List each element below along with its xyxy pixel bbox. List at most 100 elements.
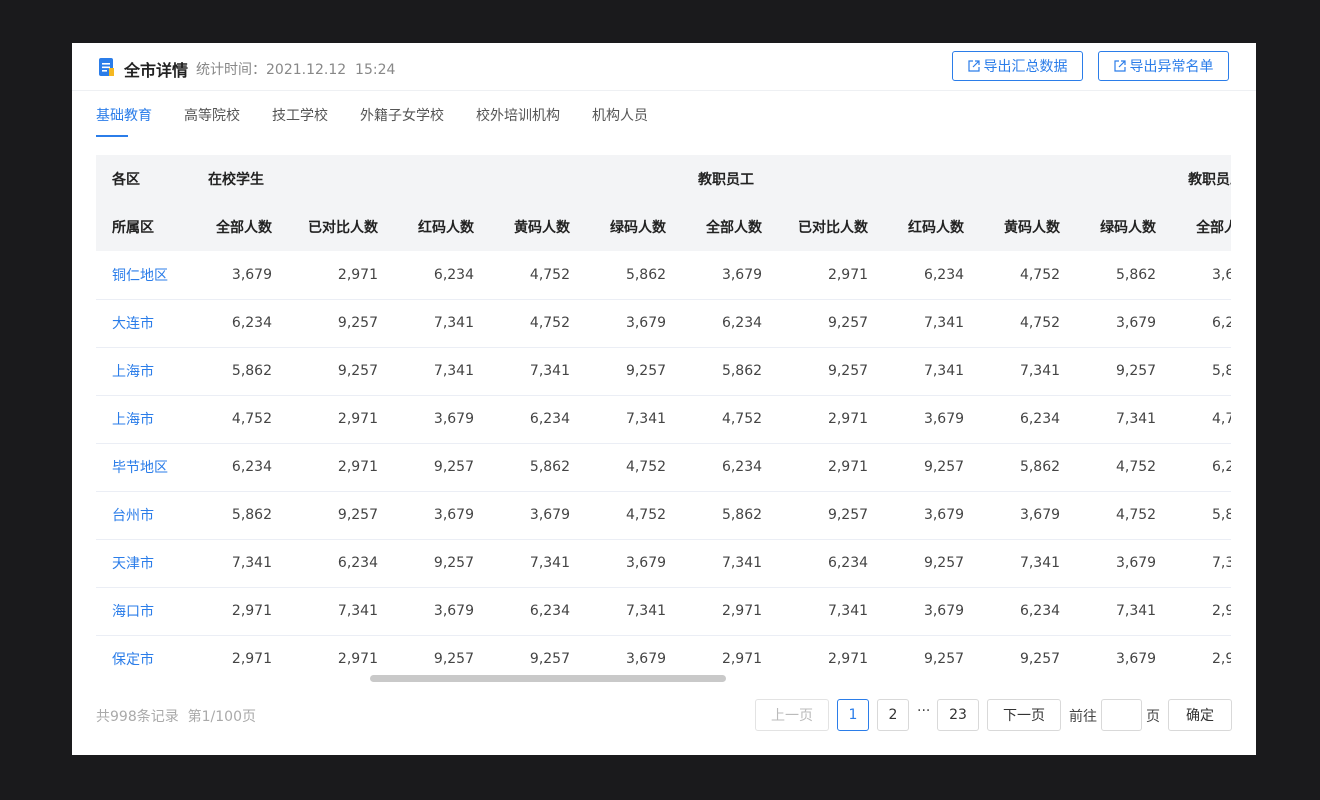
cell-value: 7,341 (288, 587, 394, 636)
cell-value: 3,679 (682, 251, 779, 300)
group-header-row: 各区在校学生教职员工教职员工 (96, 155, 1231, 203)
column-header: 红码人数 (884, 203, 981, 251)
table-body: 铜仁地区 3,679 2,971 6,234 4,752 5,862 3,679 2,971 6… (96, 251, 1231, 683)
cell-value: 7,341 (490, 539, 586, 588)
region-link[interactable]: 铜仁地区 (96, 251, 192, 300)
cell-value: 6,234 (1172, 443, 1231, 492)
cell-value: 3,679 (490, 491, 586, 540)
confirm-button[interactable]: 确定 (1168, 699, 1232, 731)
tab[interactable]: 基础教育 (96, 105, 152, 137)
cell-value: 4,752 (980, 299, 1077, 348)
detail-card: 全市详情 统计时间：2021.12.12 15:24 导出汇总数据 导出异常名单… (72, 43, 1256, 755)
cell-value: 3,679 (394, 491, 490, 540)
cell-value: 9,257 (778, 299, 885, 348)
cell-value: 9,257 (980, 635, 1077, 683)
region-link[interactable]: 台州市 (96, 491, 192, 540)
divider (72, 90, 1256, 91)
cell-value: 5,862 (1172, 347, 1231, 396)
data-table: 各区在校学生教职员工教职员工所属区全部人数已对比人数红码人数黄码人数绿码人数全部… (96, 155, 1231, 683)
table-row: 上海市 5,862 9,257 7,341 7,341 9,257 5,862 9,257 7,… (96, 347, 1231, 396)
cell-value: 6,234 (1172, 299, 1231, 348)
cell-value: 7,341 (192, 539, 288, 588)
next-page-button[interactable]: 下一页 (987, 699, 1061, 731)
cell-value: 6,234 (682, 299, 779, 348)
column-header: 全部人数 (1172, 203, 1231, 251)
cell-value: 3,679 (884, 587, 981, 636)
export-icon (967, 60, 980, 72)
cell-value: 4,752 (1076, 443, 1173, 492)
record-count: 共998条记录 (96, 709, 179, 725)
cell-value: 2,971 (682, 587, 779, 636)
cell-value: 7,341 (884, 299, 981, 348)
tab[interactable]: 外籍子女学校 (360, 108, 444, 124)
table-row: 台州市 5,862 9,257 3,679 3,679 4,752 5,862 9,257 3,… (96, 491, 1231, 540)
cell-value: 5,862 (586, 251, 683, 300)
cell-value: 2,971 (778, 251, 885, 300)
export-summary-button[interactable]: 导出汇总数据 (952, 51, 1083, 81)
cell-value: 4,752 (1076, 491, 1173, 540)
tab[interactable]: 校外培训机构 (476, 108, 560, 124)
corner-header: 各区 (96, 155, 192, 203)
cell-value: 7,341 (682, 539, 779, 588)
cell-value: 6,234 (980, 587, 1077, 636)
tab[interactable]: 高等院校 (184, 108, 240, 124)
column-header: 已对比人数 (288, 203, 394, 251)
cell-value: 2,971 (778, 635, 885, 683)
record-summary: 共998条记录 第1/100页 (96, 706, 256, 726)
tab[interactable]: 技工学校 (272, 108, 328, 124)
table-row: 海口市 2,971 7,341 3,679 6,234 7,341 2,971 7,341 3,… (96, 587, 1231, 636)
cell-value: 2,971 (778, 443, 885, 492)
cell-value: 3,679 (884, 491, 981, 540)
cell-value: 2,971 (778, 395, 885, 444)
cell-value: 3,679 (884, 395, 981, 444)
cell-value: 3,679 (394, 395, 490, 444)
cell-value: 9,257 (778, 491, 885, 540)
cell-value: 2,971 (1172, 587, 1231, 636)
table-row: 大连市 6,234 9,257 7,341 4,752 3,679 6,234 9,257 7,… (96, 299, 1231, 348)
cell-value: 6,234 (490, 395, 586, 444)
cell-value: 3,679 (980, 491, 1077, 540)
tab[interactable]: 机构人员 (592, 108, 648, 124)
page-button[interactable]: 23 (937, 699, 979, 731)
page-input[interactable] (1101, 699, 1142, 731)
region-link[interactable]: 大连市 (96, 299, 192, 348)
group-header: 在校学生 (192, 155, 683, 203)
cell-value: 9,257 (288, 347, 394, 396)
cell-value: 6,234 (394, 251, 490, 300)
scrollbar[interactable] (370, 675, 726, 682)
cell-value: 9,257 (884, 539, 981, 588)
group-header: 教职员工 (682, 155, 1173, 203)
export-abnormal-button[interactable]: 导出异常名单 (1098, 51, 1229, 81)
cell-value: 5,862 (980, 443, 1077, 492)
cell-value: 6,234 (884, 251, 981, 300)
cell-value: 2,971 (288, 395, 394, 444)
cell-value: 2,971 (288, 251, 394, 300)
table-head: 各区在校学生教职员工教职员工所属区全部人数已对比人数红码人数黄码人数绿码人数全部… (96, 155, 1231, 251)
cell-value: 3,679 (1172, 251, 1231, 300)
page-button[interactable]: 1 (837, 699, 869, 731)
cell-value: 9,257 (884, 635, 981, 683)
cell-value: 2,971 (192, 587, 288, 636)
stat-value: 2021.12.12 15:24 (266, 62, 396, 78)
prev-page-button[interactable]: 上一页 (755, 699, 829, 731)
cell-value: 5,862 (1076, 251, 1173, 300)
column-header: 已对比人数 (778, 203, 885, 251)
cell-value: 7,341 (394, 347, 490, 396)
cell-value: 7,341 (1076, 395, 1173, 444)
cell-value: 3,679 (1076, 299, 1173, 348)
cell-value: 7,341 (490, 347, 586, 396)
group-header: 教职员工 (1172, 155, 1231, 203)
region-link[interactable]: 上海市 (96, 347, 192, 396)
region-link[interactable]: 上海市 (96, 395, 192, 444)
cell-value: 6,234 (980, 395, 1077, 444)
table-row: 天津市 7,341 6,234 9,257 7,341 3,679 7,341 6,234 9,… (96, 539, 1231, 588)
region-link[interactable]: 毕节地区 (96, 443, 192, 492)
cell-value: 9,257 (288, 491, 394, 540)
region-link[interactable]: 保定市 (96, 635, 192, 683)
column-header: 绿码人数 (586, 203, 683, 251)
stat-time: 统计时间：2021.12.12 15:24 (196, 59, 395, 79)
page-button[interactable]: 2 (877, 699, 909, 731)
region-link[interactable]: 海口市 (96, 587, 192, 636)
cell-value: 4,752 (1172, 395, 1231, 444)
region-link[interactable]: 天津市 (96, 539, 192, 588)
